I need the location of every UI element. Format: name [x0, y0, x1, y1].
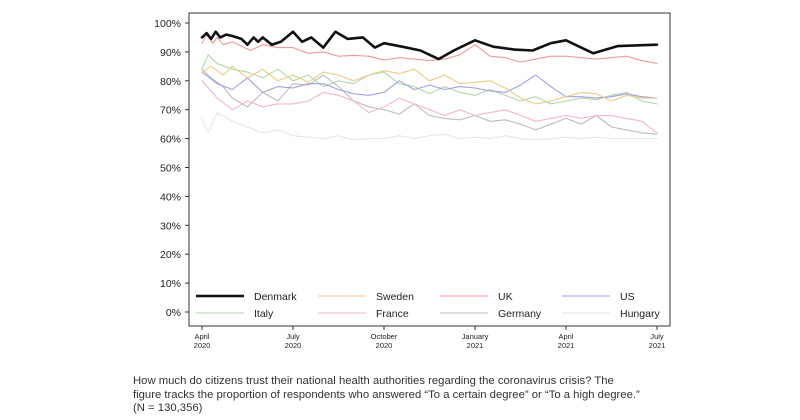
y-tick-label: 90%	[160, 47, 181, 59]
x-tick-label-month: April	[558, 332, 573, 341]
x-tick-label-month: July	[650, 332, 664, 341]
x-tick-label-month: July	[286, 332, 300, 341]
series-lines	[200, 30, 659, 141]
y-tick-label: 0%	[166, 307, 181, 319]
x-tick-label-year: 2021	[558, 341, 575, 350]
y-tick-label: 50%	[160, 163, 181, 175]
series-line-france	[201, 80, 658, 134]
x-tick-label-month: October	[371, 332, 398, 341]
plot-area: 0%10%20%30%40%50%60%70%80%90%100% April2…	[154, 12, 671, 350]
legend: Denmark Sweden UK US Italy France Germany Hunga…	[196, 291, 660, 320]
x-tick-label-year: 2020	[285, 341, 302, 350]
x-axis: April2020July2020October2020January2021A…	[194, 326, 666, 350]
series-line-us	[201, 71, 658, 99]
x-tick-label-year: 2021	[649, 341, 666, 350]
legend-label-hungary: Hungary	[620, 308, 660, 320]
y-tick-label: 60%	[160, 134, 181, 146]
series-line-denmark	[200, 30, 659, 61]
legend-label-germany: Germany	[498, 308, 542, 320]
y-tick-label: 20%	[160, 249, 181, 261]
y-axis: 0% 10% 20% 30% 40% 50% 60% 70% 80% 90% 100%	[154, 18, 189, 319]
y-tick-label: 80%	[160, 76, 181, 88]
legend-label-denmark: Denmark	[254, 291, 297, 303]
y-tick-label: 10%	[160, 278, 181, 290]
legend-label-uk: UK	[498, 291, 513, 303]
y-tick-label: 40%	[160, 191, 181, 203]
legend-label-france: France	[376, 308, 409, 320]
series-line-italy	[201, 54, 658, 105]
x-tick-label-year: 2021	[467, 341, 484, 350]
x-tick-label-year: 2020	[376, 341, 393, 350]
legend-label-sweden: Sweden	[376, 291, 414, 303]
y-tick-label: 30%	[160, 220, 181, 232]
series-line-sweden	[201, 65, 658, 105]
y-tick-label: 70%	[160, 105, 181, 117]
caption-line-1: How much do citizens trust their nationa…	[133, 375, 614, 387]
series-line-uk	[201, 34, 658, 65]
legend-label-italy: Italy	[254, 308, 274, 320]
figure-caption: How much do citizens trust their nationa…	[133, 375, 733, 416]
caption-line-2: figure tracks the proportion of responde…	[133, 388, 640, 401]
x-tick-label-month: April	[194, 332, 209, 341]
series-line-germany	[201, 68, 658, 135]
x-tick-label-month: January	[462, 332, 489, 341]
x-tick-label-year: 2020	[194, 341, 211, 350]
plot-frame	[188, 12, 671, 327]
caption-line-3: (N = 130,356)	[133, 402, 203, 414]
trust-line-chart: 0%10%20%30%40%50%60%70%80%90%100% April2…	[154, 12, 671, 350]
legend-label-us: US	[620, 291, 635, 303]
y-tick-label: 100%	[154, 18, 181, 30]
series-line-hungary	[201, 112, 658, 141]
